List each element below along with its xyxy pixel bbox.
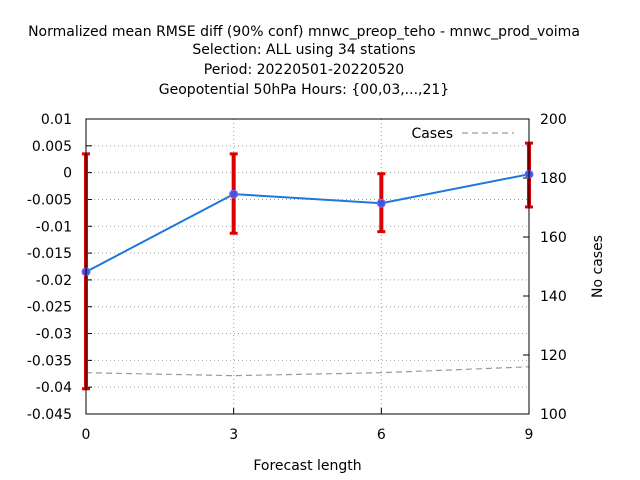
title-line-2: Selection: ALL using 34 stations [192,42,415,58]
y-tick-label: -0.03 [36,327,72,343]
rmse-diff-line [85,173,530,273]
y-tick-label: -0.04 [36,380,72,396]
y2-tick-label: 180 [540,171,567,187]
y2-tick-label: 200 [540,112,567,128]
x-tick-label: 3 [229,427,238,443]
y2-tick-label: 100 [540,407,567,423]
title-line-3: Period: 20220501-20220520 [204,62,404,78]
y2-axis-label: No cases [590,235,606,298]
x-tick-label: 9 [525,427,534,443]
x-axis-label: Forecast length [253,458,361,474]
y2-tick-label: 120 [540,348,567,364]
y-tick-label: -0.02 [36,273,72,289]
legend: Cases [411,126,514,142]
y-tick-label: -0.025 [27,300,72,316]
data-point [229,189,239,199]
y-tick-label: -0.01 [36,219,72,235]
x-axis-ticks: 0 3 6 9 [82,408,534,443]
y-tick-label: -0.045 [27,407,72,423]
data-point [376,198,386,208]
y2-tick-label: 160 [540,230,567,246]
y2-tick-label: 140 [540,289,567,305]
title-line-1: Normalized mean RMSE diff (90% conf) mnw… [28,24,580,40]
plot-frame [85,118,530,415]
y-tick-label: 0 [63,166,72,182]
y-tick-label: -0.005 [27,192,72,208]
cases-line [85,366,530,377]
y-tick-label: -0.015 [27,246,72,262]
y-axis-ticks: 0.01 0.005 0 -0.005 -0.01 -0.015 -0.02 -0.025 -0… [27,112,92,423]
y-tick-label: 0.01 [41,112,72,128]
legend-label-cases: Cases [411,126,453,142]
title-line-4: Geopotential 50hPa Hours: {00,03,...,21} [159,82,449,98]
series-layer [81,141,534,391]
x-tick-label: 0 [82,427,91,443]
y-tick-label: 0.005 [32,139,72,155]
chart-title: Normalized mean RMSE diff (90% conf) mnw… [28,24,580,98]
y-tick-label: -0.035 [27,353,72,369]
grid [86,119,529,414]
x-tick-label: 6 [377,427,386,443]
